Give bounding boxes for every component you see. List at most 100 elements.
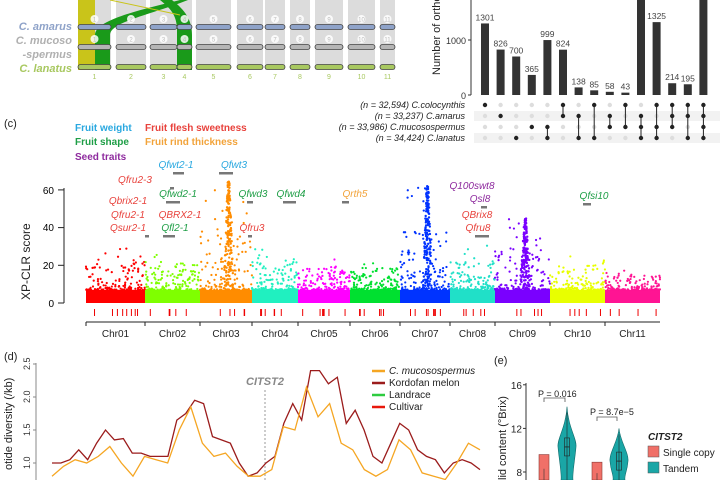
snp-point: [302, 287, 305, 291]
snp-point: [292, 258, 295, 261]
snp-point: [241, 250, 244, 253]
qtl-interval-bar: [173, 172, 184, 175]
upset-dot: [560, 124, 566, 130]
snp-point: [560, 287, 563, 290]
snp-point-peak: [429, 241, 432, 244]
snp-point: [232, 244, 235, 248]
snp-point: [452, 285, 455, 288]
snp-point-peak: [426, 233, 430, 236]
snp-point: [591, 268, 594, 271]
snp-point: [623, 269, 626, 272]
snp-point-peak: [522, 231, 526, 234]
snp-point: [604, 285, 607, 289]
qtl-interval-bar: [248, 235, 252, 238]
snp-point-peak: [225, 206, 229, 209]
snp-point: [436, 283, 439, 286]
snp-point: [427, 287, 430, 290]
snp-point: [654, 281, 657, 285]
snp-point: [323, 288, 327, 291]
snp-point: [439, 268, 442, 272]
snp-point-peak: [425, 256, 429, 260]
snp-point: [509, 278, 512, 282]
snp-point: [539, 284, 542, 287]
snp-point: [332, 286, 336, 289]
snp-point: [412, 281, 416, 284]
snp-point: [422, 200, 425, 203]
snp-point-peak: [230, 251, 233, 254]
snp-point: [483, 276, 486, 280]
p-value-1: P = 0.016: [538, 389, 577, 399]
snp-point: [444, 288, 448, 291]
chromosome-number: 11: [384, 18, 391, 24]
chromosome-number: 6: [248, 38, 252, 44]
snp-point: [216, 228, 219, 231]
chromosome-label: Chr03: [212, 329, 240, 340]
snp-point-peak: [422, 279, 425, 282]
snp-point: [616, 288, 619, 291]
snp-point: [156, 288, 159, 291]
chromosome-number-bubble: [127, 35, 135, 43]
snp-point-peak: [229, 284, 232, 288]
chromosome-bar: [77, 44, 112, 50]
snp-point: [479, 288, 482, 291]
snp-point: [165, 285, 168, 288]
qtl-interval-bar: [219, 172, 233, 175]
chromosome-bar: [264, 44, 286, 50]
chromosome-band-Chr09: [495, 289, 550, 303]
series-kordofan-melon: [52, 369, 481, 477]
snp-point: [568, 275, 571, 278]
snp-point: [155, 253, 158, 257]
upset-bar-label: 138: [572, 76, 586, 86]
snp-point-peak: [229, 216, 232, 219]
snp-point: [134, 261, 137, 264]
synteny-ribbon-green: [95, 0, 188, 70]
snp-point: [301, 269, 305, 272]
snp-point: [210, 285, 213, 289]
snp-point: [160, 277, 164, 280]
upset-bar-label: 214: [665, 72, 679, 82]
snp-point: [570, 286, 573, 289]
snp-point: [86, 268, 89, 271]
snp-point-peak: [228, 262, 231, 266]
snp-point: [167, 284, 170, 287]
snp-point: [342, 272, 345, 275]
snp-point: [278, 268, 281, 271]
snp-point: [302, 282, 306, 285]
snp-point: [515, 236, 518, 239]
snp-point-peak: [225, 271, 228, 274]
snp-point: [429, 278, 432, 281]
snp-point: [564, 288, 567, 291]
snp-point-peak: [427, 242, 430, 246]
snp-point: [587, 280, 590, 284]
chromosome-label: Chr10: [564, 329, 592, 340]
legend-fruit-weight: Fruit weight: [75, 123, 132, 134]
snp-point: [358, 275, 361, 278]
snp-point-peak: [428, 225, 432, 228]
snp-point: [124, 281, 127, 284]
snp-point: [159, 260, 163, 264]
chromosome-number-bubble: [325, 35, 333, 43]
snp-point: [314, 288, 317, 291]
snp-point: [576, 281, 579, 284]
snp-point-peak: [426, 220, 429, 223]
snp-point: [340, 271, 344, 275]
snp-point: [251, 261, 254, 264]
snp-point-peak: [424, 270, 428, 273]
snp-point: [199, 242, 203, 245]
snp-point: [105, 286, 108, 289]
snp-point: [543, 273, 546, 276]
legend-seed-traits: Seed traits: [75, 152, 127, 163]
snp-point: [245, 212, 248, 215]
chromosome-number: 2: [129, 38, 133, 44]
snp-point-peak: [526, 274, 529, 278]
snp-point: [489, 266, 492, 269]
qtl-label: QBRX2-1: [159, 210, 202, 221]
snp-point-peak: [426, 204, 429, 208]
snp-point: [643, 274, 646, 277]
snp-point: [569, 255, 572, 258]
snp-point: [150, 288, 154, 291]
snp-point: [413, 271, 416, 274]
snp-point-peak: [526, 251, 530, 254]
snp-point: [220, 282, 223, 285]
